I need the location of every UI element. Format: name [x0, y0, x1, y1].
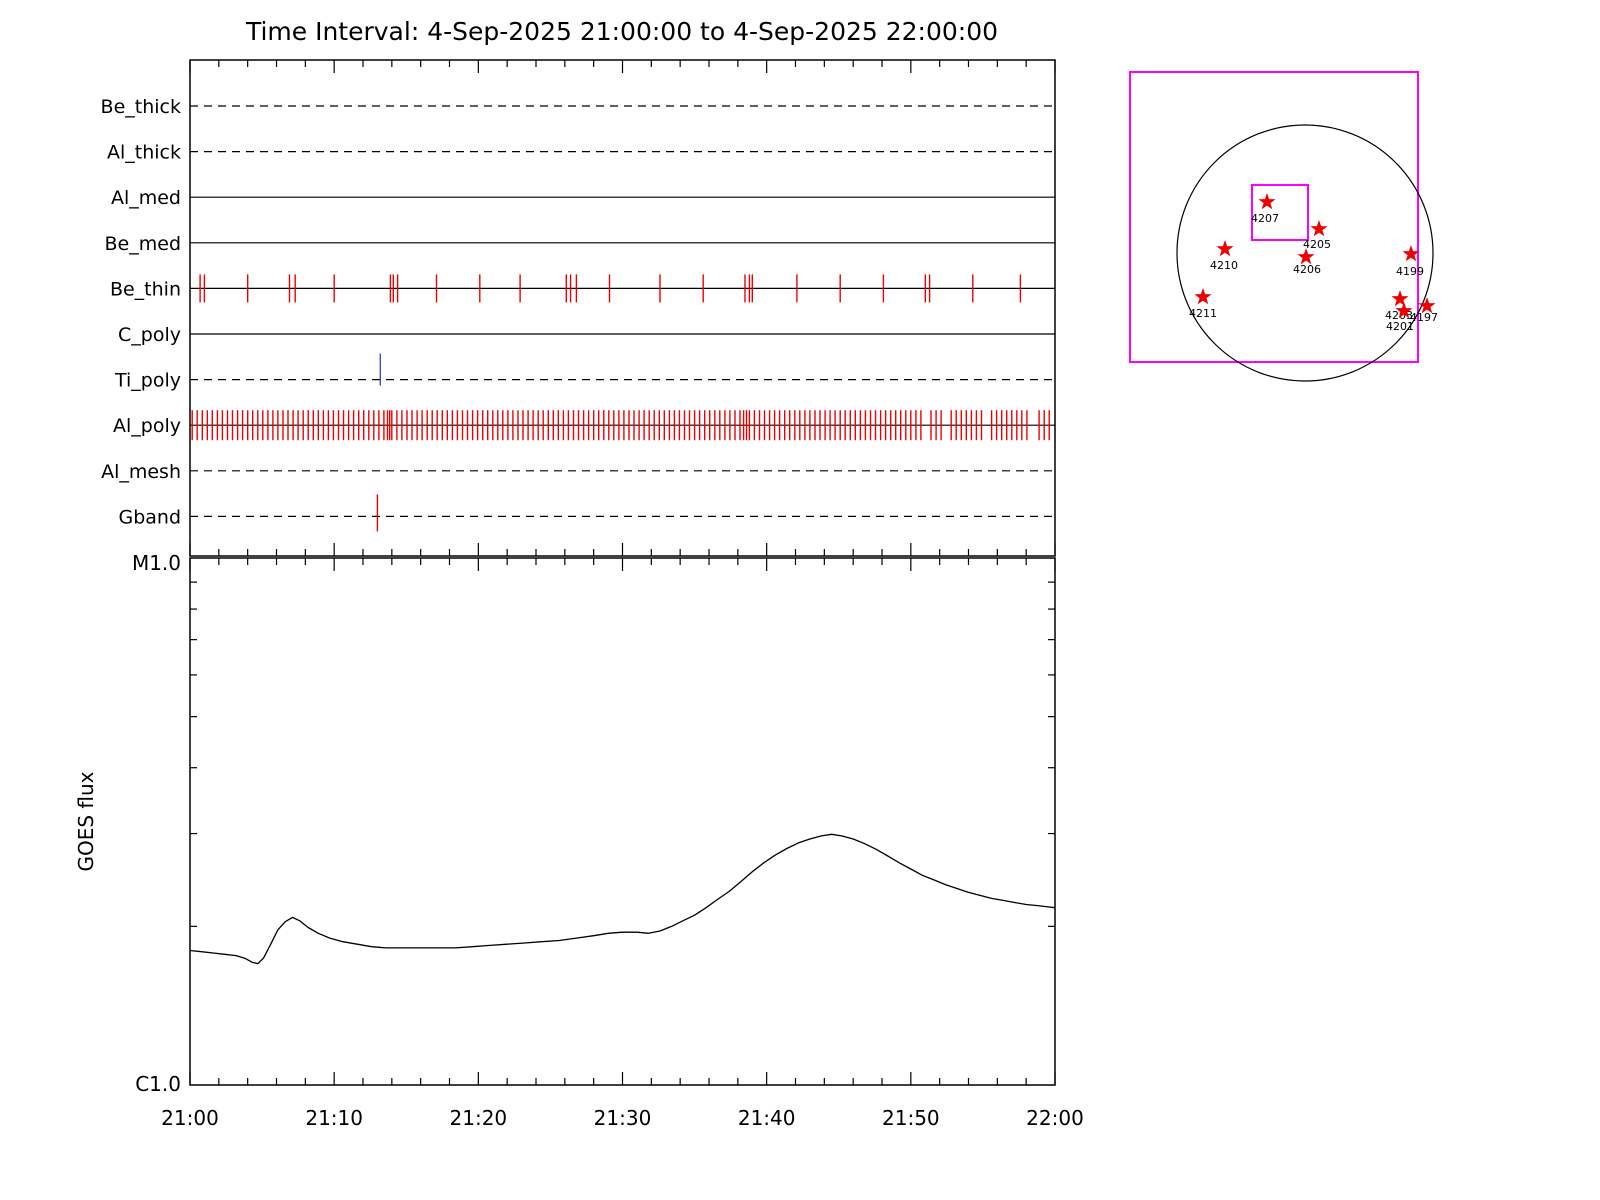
filter-label-al_med: Al_med: [111, 187, 181, 209]
timeline-row-al_thick: Al_thick: [107, 142, 1055, 164]
active-region-label-4201: 4201: [1386, 320, 1414, 333]
fov-box-1: [1251, 184, 1309, 241]
active-region-star-4197: [1418, 297, 1436, 314]
active-region-label-4210: 4210: [1210, 259, 1238, 272]
timeline-row-ti_poly: Ti_poly: [114, 353, 1055, 392]
goes-panel-border: [189, 557, 1056, 1086]
goes-flux-panel: M1.0 C1.0 21:00 21:10 21:20 21:30 21:40 21:50 22…: [74, 551, 1084, 1130]
x-axis-label-2100: 21:00: [161, 1106, 219, 1130]
active-region-label-4199: 4199: [1396, 265, 1424, 278]
timeline-row-be_thick: Be_thick: [101, 96, 1055, 118]
exposure-ticks-be_thin: [199, 274, 1022, 303]
timeline-row-gband: Gband: [118, 494, 1055, 532]
filter-label-be_thick: Be_thick: [101, 96, 181, 118]
chart-title: Time Interval: 4-Sep-2025 21:00:00 to 4-…: [245, 17, 998, 46]
active-region-label-4211: 4211: [1189, 307, 1217, 320]
active-region-star-4210: [1216, 240, 1234, 257]
y-axis-bottom-label: C1.0: [135, 1072, 181, 1096]
active-region-label-4207: 4207: [1251, 212, 1279, 225]
solar-limb-circle: [1176, 124, 1434, 382]
x-axis-label-2130: 21:30: [594, 1106, 652, 1130]
active-region-label-4205: 4205: [1303, 238, 1331, 251]
active-region-star-4203: [1391, 290, 1409, 307]
timeline-axis-ticks: [189, 60, 1056, 556]
active-region-label-4197: 4197: [1410, 311, 1438, 324]
active-region-star-4211: [1194, 288, 1212, 305]
y-axis-title: GOES flux: [74, 771, 98, 871]
filter-label-be_med: Be_med: [105, 233, 181, 255]
filter-label-be_thin: Be_thin: [110, 278, 181, 300]
x-axis-label-2140: 21:40: [738, 1106, 796, 1130]
active-region-star-4206: [1297, 248, 1315, 265]
exposure-ticks-al_poly: [191, 410, 1050, 441]
goes-flux-curve: [189, 833, 1056, 965]
goes-x-axis-ticks: [189, 558, 1056, 1085]
filter-label-al_mesh: Al_mesh: [101, 461, 181, 483]
active-region-star-4199: [1402, 245, 1420, 262]
timeline-row-be_med: Be_med: [105, 233, 1055, 255]
filter-timeline-panel: Be_thick Al_thick Al_med Be_med Be_thin C_pol…: [101, 59, 1056, 557]
filter-label-gband: Gband: [118, 506, 181, 528]
x-axis-label-2150: 21:50: [882, 1106, 940, 1130]
filter-label-al_thick: Al_thick: [107, 142, 181, 164]
goes-y-axis-log-ticks: [190, 581, 1055, 927]
active-region-star-4201: [1395, 302, 1413, 319]
y-axis-top-label: M1.0: [132, 551, 181, 575]
timeline-row-al_med: Al_med: [111, 187, 1055, 209]
x-axis-label-2200: 22:00: [1026, 1106, 1084, 1130]
timeline-row-be_thin: Be_thin: [110, 274, 1055, 303]
fov-box-0: [1129, 71, 1419, 363]
filter-label-c_poly: C_poly: [118, 324, 181, 346]
timeline-row-c_poly: C_poly: [118, 324, 1055, 346]
active-region-label-4206: 4206: [1293, 263, 1321, 276]
active-region-star-4207: [1258, 193, 1276, 210]
x-axis-label-2110: 21:10: [305, 1106, 363, 1130]
timeline-panel-border: [189, 59, 1056, 557]
x-axis-label-2120: 21:20: [450, 1106, 508, 1130]
filter-label-al_poly: Al_poly: [113, 415, 181, 437]
filter-label-ti_poly: Ti_poly: [114, 370, 181, 392]
active-region-star-4205: [1310, 220, 1328, 237]
timeline-row-al_mesh: Al_mesh: [101, 461, 1055, 483]
timeline-row-al_poly: Al_poly: [113, 410, 1055, 441]
